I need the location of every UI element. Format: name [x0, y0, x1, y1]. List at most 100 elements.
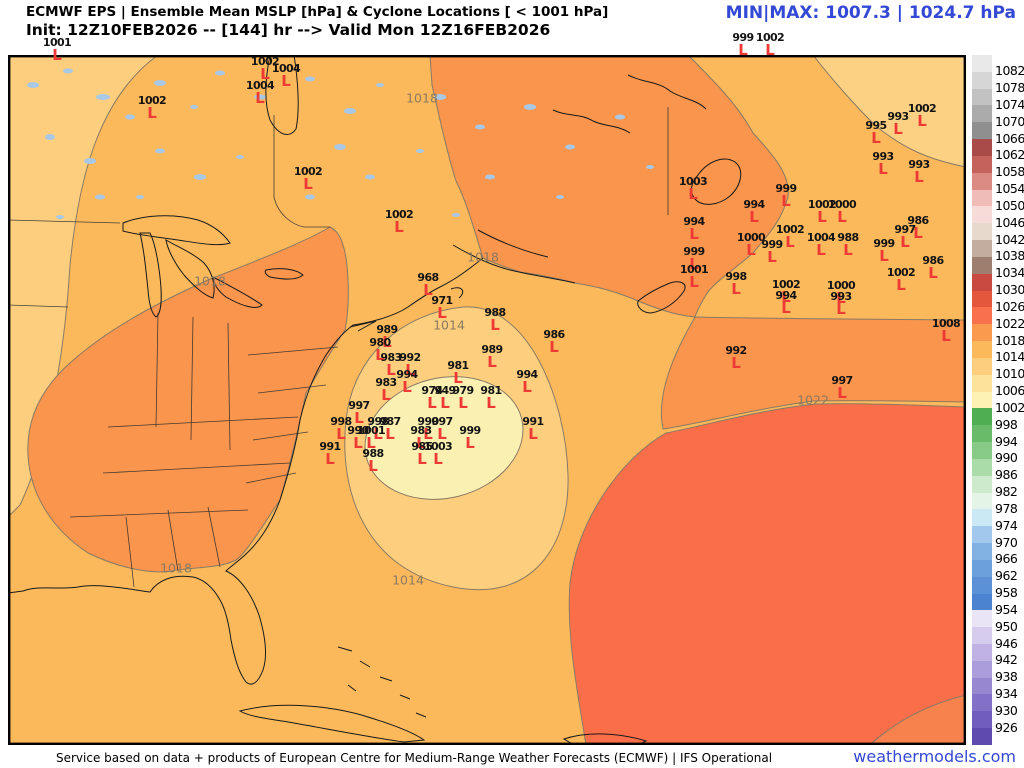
colorbar-cell [972, 290, 992, 308]
colorbar-tick-label: 946 [995, 635, 1018, 651]
cyclone-marker: 999 L [732, 31, 754, 58]
colorbar-tick-label: 1050 [995, 197, 1024, 213]
colorbar-tick-label: 962 [995, 568, 1018, 584]
cyclone-marker: 1002 L [755, 31, 785, 58]
colorbar-tick-label: 970 [995, 534, 1018, 550]
colorbar-cell [972, 711, 992, 729]
band-1010-1014-necorner [812, 55, 966, 168]
colorbar-cell [972, 206, 992, 224]
colorbar-cell [972, 677, 992, 695]
colorbar-cell [972, 88, 992, 106]
colorbar-cell [972, 324, 992, 342]
colorbar-cell [972, 139, 992, 156]
colorbar-tick-label: 1002 [995, 399, 1024, 415]
political-borders [8, 107, 669, 588]
colorbar-tick-label: 926 [995, 719, 1018, 735]
page-subtitle: Init: 12Z10FEB2026 -- [144] hr --> Valid… [26, 21, 551, 39]
colorbar-tick-label: 1006 [995, 383, 1024, 399]
band-1006-1010-core [364, 376, 524, 500]
colorbar-tick-label: 986 [995, 467, 1018, 483]
colorbar-tick-label: 1022 [995, 315, 1024, 331]
colorbar-cell [972, 55, 992, 72]
colorbar-tick-label: 966 [995, 551, 1018, 567]
colorbar-cell [972, 458, 992, 476]
cyclone-pressure-value: 1002 [755, 31, 785, 44]
colorbar-tick-label: 998 [995, 416, 1018, 432]
colorbar-tick-label: 1062 [995, 147, 1024, 163]
colorbar-tick-label: 1046 [995, 214, 1024, 230]
colorbar-cell [972, 425, 992, 443]
band-1022-1026 [568, 403, 966, 745]
colorbar-tick-label: 942 [995, 652, 1018, 668]
colorbar-cell [972, 660, 992, 678]
colorbar-tick-label: 938 [995, 669, 1018, 685]
colorbar-cell [972, 627, 992, 644]
colorbar-cell [972, 643, 992, 661]
colorbar-tick-label: 1026 [995, 298, 1024, 314]
coastlines [8, 55, 742, 745]
colorbar-tick-label: 958 [995, 585, 1018, 601]
colorbar-tick-label: 982 [995, 484, 1018, 500]
colorbar-cell [972, 408, 992, 426]
colorbar-tick-label: 934 [995, 686, 1018, 701]
colorbar-cell [972, 374, 992, 392]
colorbar-cell [972, 71, 992, 89]
colorbar-tick-label: 1034 [995, 265, 1024, 281]
cyclone-pressure-value: 999 [732, 31, 754, 44]
colorbar-cell [972, 240, 992, 257]
colorbar-tick-label: 1078 [995, 80, 1024, 96]
colorbar-tick-label: 1010 [995, 366, 1024, 382]
colorbar-tick-label: 1070 [995, 113, 1024, 129]
colorbar-cell [972, 442, 992, 459]
colorbar-cell [972, 223, 992, 241]
colorbar-cell [972, 357, 992, 375]
colorbar-tick-label: 1038 [995, 248, 1024, 264]
colorbar-cell [972, 105, 992, 123]
colorbar-cell [972, 543, 992, 560]
forecast-map [8, 55, 966, 745]
colorbar-tick-label: 950 [995, 618, 1018, 634]
colorbar-cell [972, 341, 992, 358]
colorbar-tick-label: 954 [995, 601, 1018, 617]
colorbar-tick-label: 1058 [995, 164, 1024, 180]
pressure-field-svg [8, 55, 966, 745]
page-title: ECMWF EPS | Ensemble Mean MSLP [hPa] & C… [26, 4, 609, 20]
colorbar-cell [972, 593, 992, 611]
colorbar-cell [972, 391, 992, 409]
colorbar-cell [972, 526, 992, 544]
band-1018-1022-east [660, 316, 966, 430]
band-1018-1022-ne [429, 55, 789, 318]
colorbar-tick-label: 1018 [995, 332, 1024, 348]
colorbar-cell [972, 559, 992, 577]
small-lakes [27, 68, 654, 219]
colorbar-tick-label: 1082 [995, 63, 1024, 79]
colorbar-tick-label: 994 [995, 433, 1018, 449]
cyclone-pressure-value: 1001 [42, 36, 72, 49]
brand-link[interactable]: weathermodels.com [853, 747, 1016, 766]
colorbar-labels: 1082 1078 1074 1070 1066 1062 1058 1054 1050 1046… [995, 55, 1024, 745]
colorbar-tick-label: 1014 [995, 349, 1024, 365]
colorbar-cell [972, 728, 992, 745]
colorbar-tick-label: 930 [995, 702, 1018, 718]
colorbar-tick-label: 978 [995, 500, 1018, 516]
band-1018-1022-us [27, 226, 349, 573]
colorbar-cell [972, 576, 992, 594]
colorbar-tick-label: 974 [995, 517, 1018, 533]
colorbar-cell [972, 122, 992, 140]
colorbar-tick-label: 1030 [995, 282, 1024, 298]
service-attribution: Service based on data + products of Euro… [56, 751, 773, 765]
colorbar-tick-label: 1042 [995, 231, 1024, 247]
pressure-colorbar [972, 55, 992, 745]
colorbar-cell [972, 155, 992, 173]
colorbar-cell [972, 694, 992, 712]
colorbar-cell [972, 256, 992, 274]
colorbar-cell [972, 492, 992, 510]
colorbar-tick-label: 990 [995, 450, 1018, 466]
colorbar-cell [972, 610, 992, 628]
great-lakes [122, 215, 304, 318]
map-border [8, 55, 966, 745]
colorbar-cell [972, 307, 992, 325]
colorbar-tick-label: 1054 [995, 181, 1024, 197]
colorbar-cell [972, 475, 992, 493]
